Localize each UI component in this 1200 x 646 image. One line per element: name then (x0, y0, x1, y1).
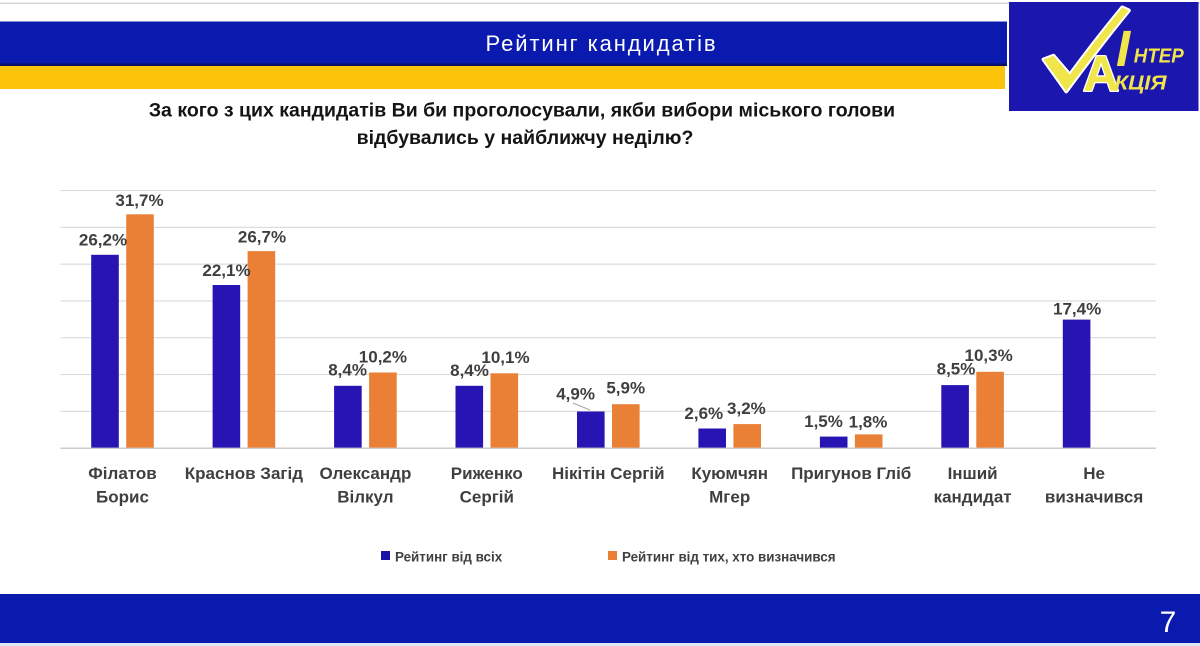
svg-text:31,7%: 31,7% (115, 191, 163, 210)
svg-text:Пригунов Гліб: Пригунов Гліб (791, 464, 911, 483)
svg-text:8,4%: 8,4% (450, 361, 489, 380)
svg-text:26,2%: 26,2% (79, 231, 127, 250)
svg-text:Рейтинг від всіх: Рейтинг від всіх (395, 550, 503, 565)
svg-text:НТЕР: НТЕР (1134, 45, 1184, 68)
svg-text:3,2%: 3,2% (727, 399, 766, 418)
svg-text:Куюмчян: Куюмчян (691, 464, 768, 483)
svg-text:Риженко: Риженко (451, 464, 523, 483)
svg-text:Нікітін Сергій: Нікітін Сергій (552, 464, 665, 483)
svg-text:визначився: визначився (1045, 488, 1143, 507)
svg-text:8,5%: 8,5% (937, 360, 976, 379)
svg-text:Не: Не (1083, 464, 1105, 483)
svg-text:І: І (1116, 20, 1132, 77)
svg-text:2,6%: 2,6% (684, 404, 723, 423)
svg-text:26,7%: 26,7% (238, 227, 286, 246)
svg-text:22,1%: 22,1% (202, 261, 250, 280)
svg-text:За кого з цих кандидатів Ви би: За кого з цих кандидатів Ви би проголосу… (149, 100, 895, 122)
svg-text:1,8%: 1,8% (849, 413, 888, 432)
svg-text:Рейтинг від тих, хто визначивс: Рейтинг від тих, хто визначився (622, 550, 836, 565)
svg-text:5,9%: 5,9% (606, 379, 645, 398)
svg-text:Борис: Борис (96, 488, 149, 507)
svg-text:Рейтинг кандидатів: Рейтинг кандидатів (486, 31, 718, 56)
svg-text:КЦІЯ: КЦІЯ (1115, 73, 1167, 95)
svg-text:Олександр: Олександр (319, 464, 411, 483)
svg-text:Сергій: Сергій (460, 488, 514, 507)
svg-text:10,1%: 10,1% (481, 348, 529, 367)
svg-text:відбувались у найближчу неділю: відбувались у найближчу неділю? (357, 127, 694, 149)
svg-text:А: А (1083, 46, 1119, 102)
svg-text:кандидат: кандидат (934, 488, 1012, 507)
svg-text:Краснов Загід: Краснов Загід (185, 464, 303, 483)
svg-text:10,2%: 10,2% (359, 347, 407, 366)
svg-text:7: 7 (1160, 606, 1177, 639)
svg-text:Інший: Інший (948, 464, 998, 483)
svg-text:17,4%: 17,4% (1053, 300, 1101, 319)
svg-text:10,3%: 10,3% (964, 346, 1012, 365)
svg-text:1,5%: 1,5% (804, 412, 843, 431)
svg-text:Мгер: Мгер (709, 488, 750, 507)
svg-text:4,9%: 4,9% (556, 384, 595, 403)
svg-text:8,4%: 8,4% (328, 361, 367, 380)
svg-text:Філатов: Філатов (88, 464, 156, 483)
svg-text:Вілкул: Вілкул (337, 488, 393, 507)
